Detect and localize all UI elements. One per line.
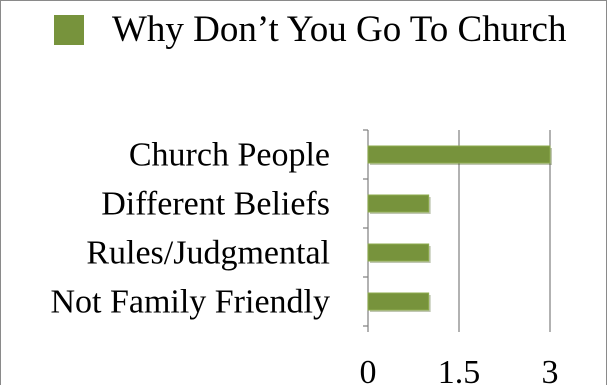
legend: Why Don’t You Go To Church	[54, 10, 566, 50]
category-label-0: Church People	[129, 137, 330, 174]
x-tick-label-1: 1.5	[438, 354, 481, 387]
category-label-3: Not Family Friendly	[50, 284, 330, 321]
bar-1	[367, 194, 430, 213]
legend-label: Why Don’t You Go To Church	[112, 9, 567, 50]
bar-3	[367, 292, 430, 311]
bar-0	[367, 145, 551, 164]
x-tick-label-0: 0	[360, 354, 377, 387]
legend-swatch	[54, 15, 84, 45]
x-tick-label-2: 3	[542, 354, 559, 387]
category-label-1: Different Beliefs	[101, 186, 330, 223]
category-label-2: Rules/Judgmental	[86, 235, 330, 272]
bar-2	[367, 243, 430, 262]
